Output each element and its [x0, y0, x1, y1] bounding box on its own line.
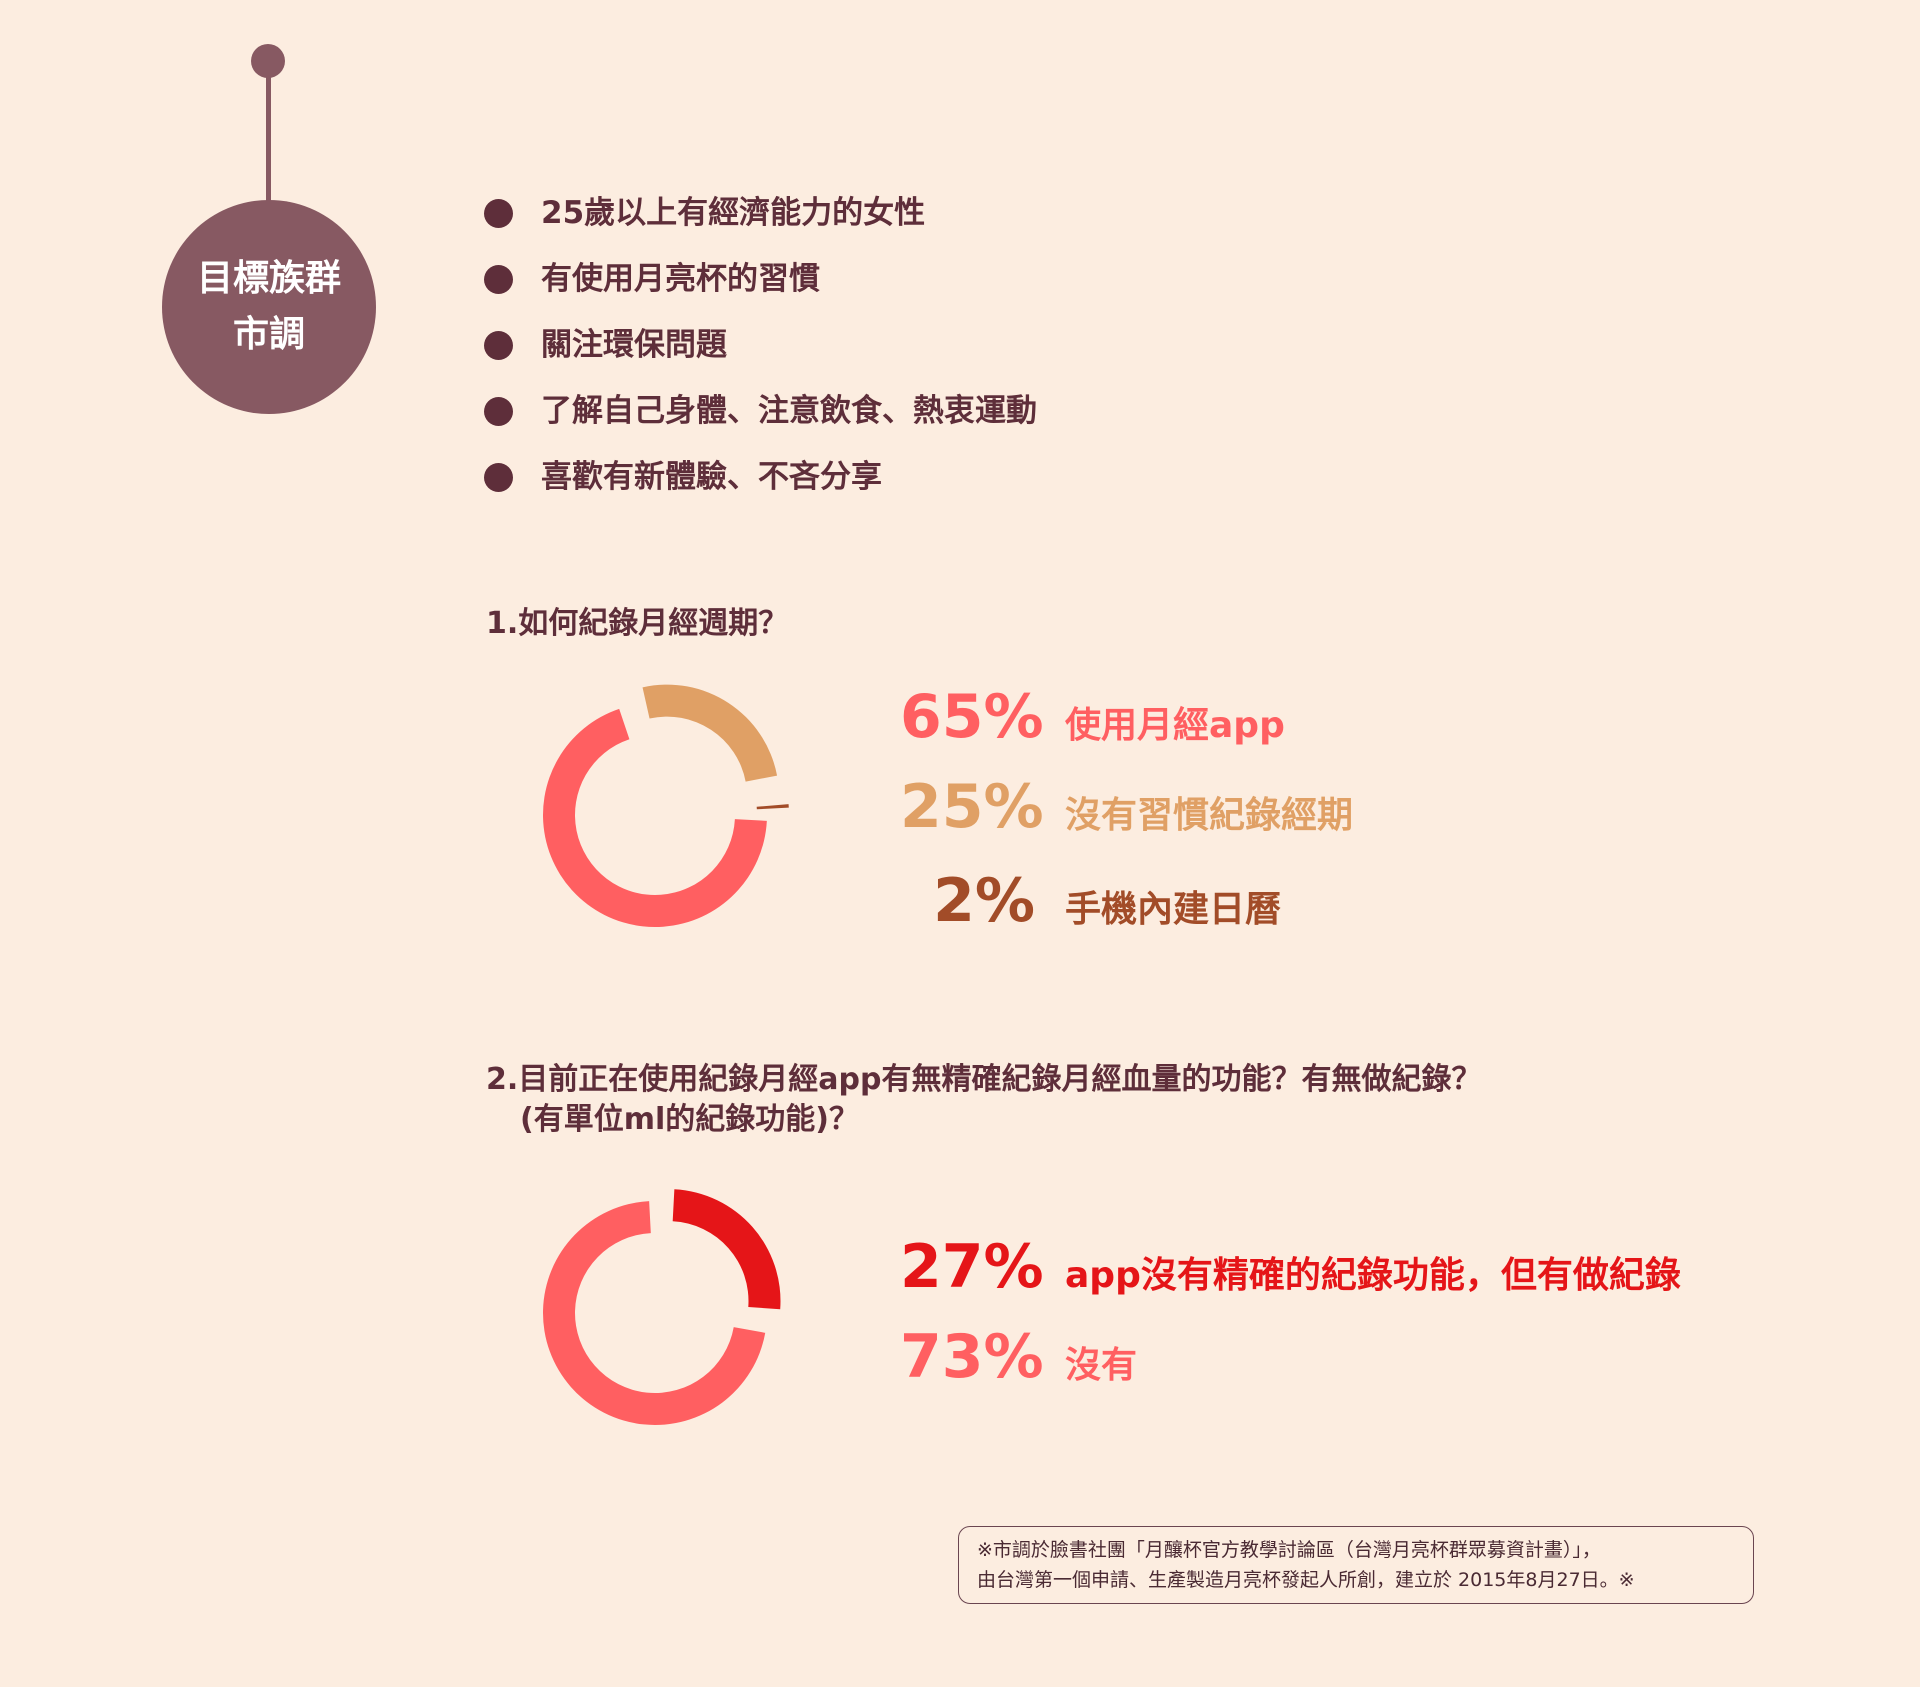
bullet-dot-icon: [484, 397, 513, 426]
pin-dot: [251, 44, 285, 78]
note-line1: ※市調於臉書社團「月釀杯官方教學討論區（台灣月亮杯群眾募資計畫）」，: [977, 1539, 1601, 1561]
list-item: 關注環保問題: [484, 312, 1037, 378]
question-2-line1: 2.目前正在使用紀錄月經app有無精確紀錄月經血量的功能？有無做紀錄？: [486, 1062, 1482, 1097]
legend-label: 沒有習慣紀錄經期: [1065, 795, 1354, 836]
bullet-dot-icon: [484, 331, 513, 360]
legend-percent: 65%: [900, 682, 1044, 752]
donut-chart-2: [543, 1189, 781, 1425]
legend-row: 27% app沒有精確的紀錄功能，但有做紀錄: [900, 1232, 1681, 1302]
question-2: 2.目前正在使用紀錄月經app有無精確紀錄月經血量的功能？有無做紀錄？ (有單位…: [486, 1060, 1481, 1140]
legend-row: 25% 沒有習慣紀錄經期: [900, 772, 1353, 842]
legend-percent: 73%: [900, 1322, 1044, 1392]
donut-slice: [543, 708, 767, 927]
legend-row: 73% 沒有: [900, 1322, 1137, 1392]
donut-slice: [756, 804, 789, 810]
list-item-text: 25歲以上有經濟能力的女性: [541, 195, 926, 231]
donut-chart-1: [543, 684, 789, 927]
bullet-dot-icon: [484, 463, 513, 492]
question-1: 1.如何紀錄月經週期？: [486, 606, 789, 641]
legend-row: 65% 使用月經app: [900, 682, 1285, 752]
legend-percent: 27%: [900, 1232, 1044, 1302]
legend-label: app沒有精確的紀錄功能，但有做紀錄: [1065, 1255, 1681, 1296]
legend-percent: 25%: [900, 772, 1044, 842]
list-item: 喜歡有新體驗、不吝分享: [484, 444, 1037, 510]
source-note: ※市調於臉書社團「月釀杯官方教學討論區（台灣月亮杯群眾募資計畫）」， 由台灣第一…: [958, 1526, 1754, 1604]
legend-row: 2% 手機內建日曆: [900, 866, 1281, 936]
list-item-text: 有使用月亮杯的習慣: [541, 261, 820, 297]
badge-title-line1: 目標族群: [196, 258, 341, 299]
bullet-dot-icon: [484, 265, 513, 294]
legend-label: 使用月經app: [1065, 705, 1285, 746]
donut-slice: [642, 684, 778, 782]
target-group-list: 25歲以上有經濟能力的女性 有使用月亮杯的習慣 關注環保問題 了解自己身體、注意…: [484, 180, 1037, 510]
question-2-line2: (有單位ml的紀錄功能)？: [520, 1102, 859, 1137]
note-line2: 由台灣第一個申請、生產製造月亮杯發起人所創，建立於 2015年8月27日。※: [977, 1569, 1635, 1591]
bullet-dot-icon: [484, 199, 513, 228]
legend-percent: 2%: [933, 866, 1035, 936]
badge-title-line2: 市調: [232, 314, 305, 355]
list-item: 有使用月亮杯的習慣: [484, 246, 1037, 312]
section-badge: 目標族群 市調: [162, 200, 376, 414]
list-item-text: 了解自己身體、注意飲食、熱衷運動: [541, 393, 1037, 429]
pin-line: [266, 74, 271, 206]
legend-label: 沒有: [1065, 1345, 1138, 1386]
list-item-text: 喜歡有新體驗、不吝分享: [541, 459, 882, 495]
donut-slice: [672, 1189, 781, 1310]
list-item-text: 關注環保問題: [541, 327, 727, 363]
list-item: 了解自己身體、注意飲食、熱衷運動: [484, 378, 1037, 444]
legend-label: 手機內建日曆: [1065, 889, 1282, 930]
list-item: 25歲以上有經濟能力的女性: [484, 180, 1037, 246]
